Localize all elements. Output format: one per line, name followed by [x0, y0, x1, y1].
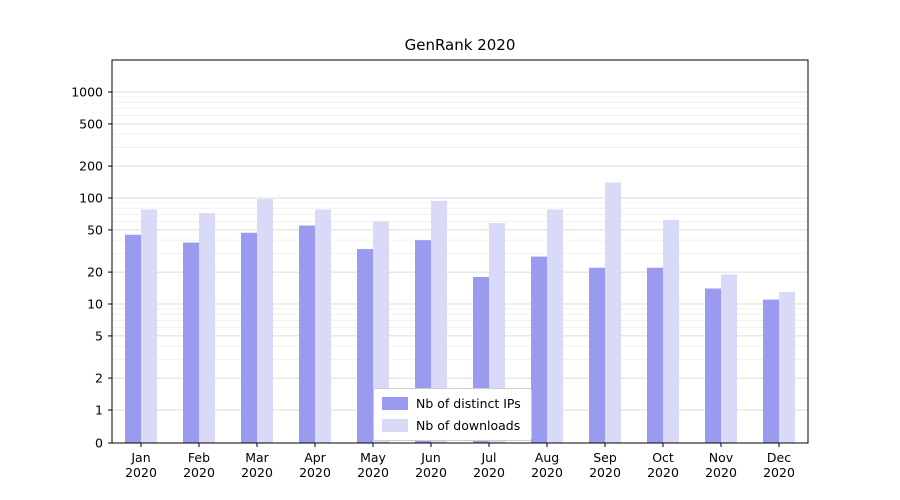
legend: Nb of distinct IPs Nb of downloads [373, 388, 532, 441]
x-axis-tick-label: Aug 2020 [531, 450, 563, 480]
x-axis-tick-label: Mar 2020 [241, 450, 273, 480]
x-axis-tick-label: Oct 2020 [647, 450, 679, 480]
bar-downloads [257, 198, 273, 443]
bar-downloads [721, 274, 737, 443]
y-axis-tick-label: 200 [79, 159, 103, 174]
bar-distinct-ips [125, 234, 141, 443]
legend-item-distinct-ips: Nb of distinct IPs [382, 396, 521, 411]
bar-downloads [779, 291, 795, 443]
x-axis-tick-label: Jul 2020 [473, 450, 505, 480]
bar-downloads [315, 209, 331, 443]
x-axis-tick-label: Jan 2020 [125, 450, 157, 480]
y-axis-tick-label: 0 [95, 436, 103, 451]
bar-downloads [431, 200, 447, 443]
bar-downloads [199, 213, 215, 443]
bar-downloads [141, 209, 157, 443]
legend-label-distinct-ips: Nb of distinct IPs [416, 396, 521, 411]
y-axis-tick-label: 1000 [71, 85, 103, 100]
y-axis-tick-label: 100 [79, 191, 103, 206]
x-axis-tick-label: Dec 2020 [763, 450, 795, 480]
legend-item-downloads: Nb of downloads [382, 418, 521, 433]
bar-distinct-ips [589, 267, 605, 443]
bar-distinct-ips [241, 232, 257, 443]
y-axis-tick-label: 50 [87, 222, 103, 237]
legend-swatch-downloads [382, 419, 408, 432]
bar-distinct-ips [357, 249, 373, 443]
y-axis-tick-label: 10 [87, 297, 103, 312]
legend-label-downloads: Nb of downloads [416, 418, 521, 433]
bar-distinct-ips [705, 288, 721, 443]
bar-downloads [373, 221, 389, 443]
x-axis-tick-label: Nov 2020 [705, 450, 737, 480]
x-axis-tick-label: May 2020 [357, 450, 389, 480]
bar-distinct-ips [299, 225, 315, 443]
bar-distinct-ips [183, 242, 199, 443]
bar-distinct-ips [763, 299, 779, 443]
bar-downloads [605, 182, 621, 443]
x-axis-tick-label: Apr 2020 [299, 450, 331, 480]
y-axis-tick-label: 500 [79, 116, 103, 131]
legend-swatch-distinct-ips [382, 397, 408, 410]
y-axis-tick-label: 1 [95, 403, 103, 418]
bar-downloads [547, 209, 563, 443]
bar-distinct-ips [531, 256, 547, 443]
bar-downloads [663, 220, 679, 443]
chart-title: GenRank 2020 [404, 36, 516, 54]
x-axis-tick-label: Feb 2020 [183, 450, 215, 480]
plot-border [111, 59, 809, 444]
y-axis-tick-label: 5 [95, 328, 103, 343]
x-axis-tick-label: Jun 2020 [415, 450, 447, 480]
y-axis-tick-label: 20 [87, 265, 103, 280]
y-axis-tick-label: 2 [95, 371, 103, 386]
x-axis-tick-label: Sep 2020 [589, 450, 621, 480]
bar-distinct-ips [647, 267, 663, 443]
